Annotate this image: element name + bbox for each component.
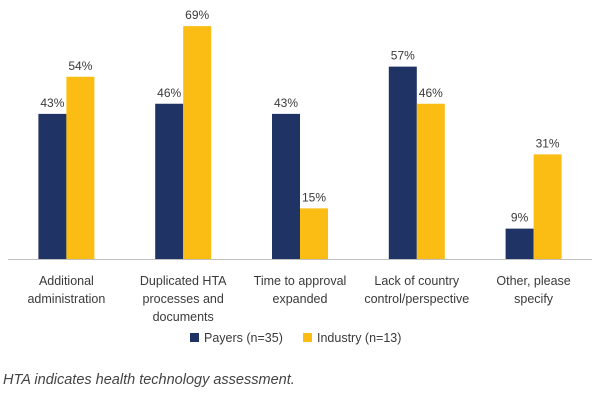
data-label-payers-1: 46% [157, 86, 181, 100]
bars-layer [38, 26, 562, 259]
figure-caption: HTA indicates health technology assessme… [3, 372, 295, 388]
legend-label-payers: Payers (n=35) [204, 331, 283, 345]
bar-payers-2 [272, 113, 300, 259]
legend-label-industry: Industry (n=13) [317, 331, 401, 345]
category-label-line: Additional [39, 274, 94, 288]
category-label-line: Duplicated HTA [140, 274, 227, 288]
data-label-industry-2: 15% [302, 190, 326, 204]
data-label-industry-0: 54% [68, 59, 92, 73]
data-label-payers-4: 9% [511, 211, 529, 225]
category-label-line: Time to approval [254, 274, 347, 288]
data-label-industry-3: 46% [419, 86, 443, 100]
category-label-line: processes and [143, 292, 224, 306]
data-label-payers-2: 43% [274, 96, 298, 110]
category-label-0: Additional administration [27, 274, 105, 306]
category-label-line: Other, please [496, 274, 570, 288]
category-label-line: Lack of country [374, 274, 460, 288]
bar-labels-layer: 43% 54% 46% 69% 43% 15% 57% 46% 9% 31% [40, 8, 560, 225]
category-label-1: Duplicated HTA processes and documents [140, 274, 227, 324]
category-label-2: Time to approval expanded [254, 274, 347, 306]
bar-industry-1 [183, 26, 212, 259]
bar-payers-3 [388, 66, 417, 259]
bar-industry-0 [66, 76, 95, 259]
data-label-industry-4: 31% [536, 136, 560, 150]
category-label-line: control/perspective [364, 292, 469, 306]
legend-swatch-payers [190, 333, 199, 342]
category-label-4: Other, please specify [496, 274, 570, 306]
bar-industry-4 [533, 154, 562, 259]
category-label-3: Lack of country control/perspective [364, 274, 469, 306]
category-labels-layer: Additional administration Duplicated HTA pr… [27, 274, 570, 324]
category-label-line: specify [514, 292, 554, 306]
bar-payers-1 [155, 103, 184, 259]
bar-payers-4 [505, 228, 534, 259]
legend: Payers (n=35) Industry (n=13) [190, 331, 401, 345]
bar-industry-3 [416, 103, 445, 259]
category-label-line: administration [27, 292, 105, 306]
category-label-line: documents [153, 310, 214, 324]
category-label-line: expanded [273, 292, 328, 306]
bar-industry-2 [300, 208, 328, 259]
data-label-payers-3: 57% [391, 49, 415, 63]
data-label-payers-0: 43% [40, 96, 64, 110]
data-label-industry-1: 69% [185, 8, 209, 22]
bar-payers-0 [38, 113, 67, 259]
legend-swatch-industry [303, 333, 312, 342]
